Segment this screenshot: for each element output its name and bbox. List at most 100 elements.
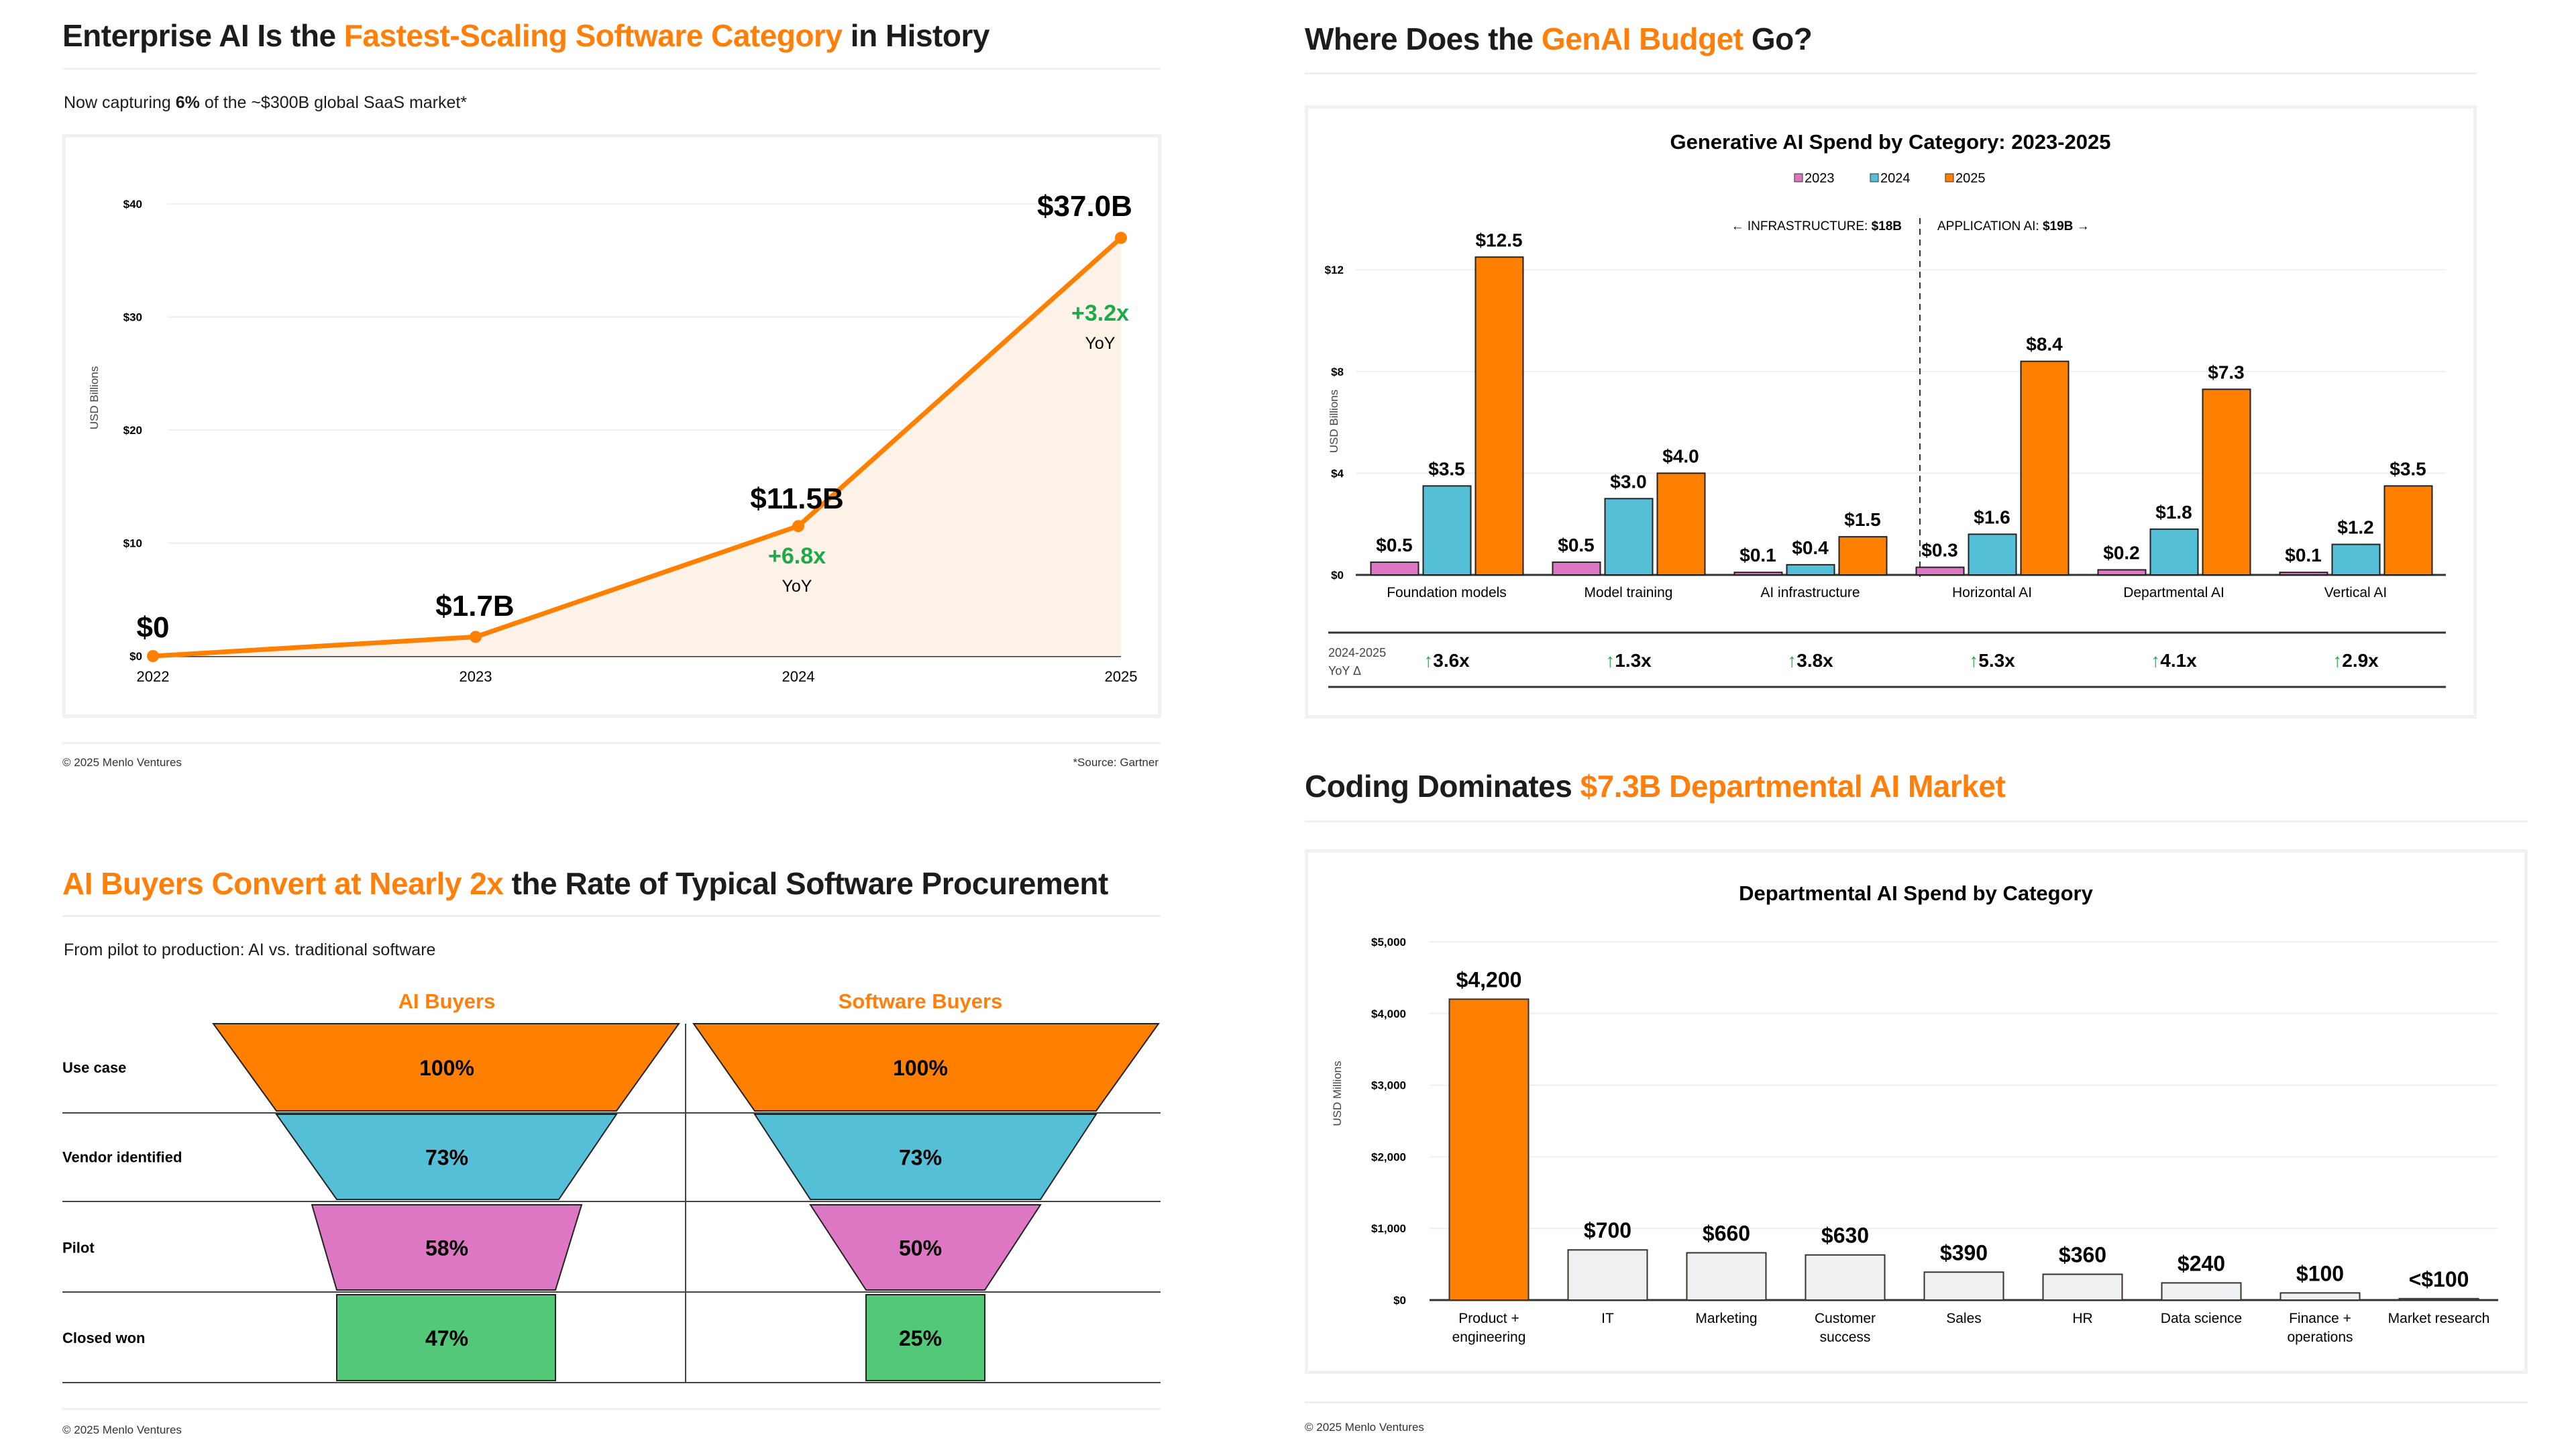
funnel-stage-label: Use case: [62, 1059, 126, 1076]
y-axis-label: USD Billions: [1328, 390, 1340, 453]
legend-swatch: [1870, 173, 1879, 182]
bar-value-label: $3.5: [2390, 458, 2426, 479]
up-arrow-icon: ↑: [2332, 650, 2342, 671]
bar: [1805, 1254, 1886, 1301]
yoy-row-label: 2024-2025: [1328, 646, 1386, 659]
funnel-value: 73%: [425, 1146, 468, 1170]
annotation-value: $19B: [2043, 219, 2073, 233]
data-label: $1.7B: [435, 590, 514, 623]
y-tick-label: $40: [123, 198, 142, 211]
yoy-value: ↑2.9x: [2332, 650, 2379, 671]
funnel-stage-ai-buyers: [212, 1023, 680, 1112]
category-label: HR: [2072, 1311, 2092, 1326]
category-label: Market research: [2388, 1311, 2490, 1326]
funnel-stage-label: Closed won: [62, 1330, 145, 1346]
y-tick-label: $5,000: [1371, 936, 1406, 949]
divider: [1305, 820, 2528, 822]
chart-title: Departmental AI Spend by Category: [1739, 881, 2093, 905]
bar-value-label: $12.5: [1475, 229, 1522, 250]
yoy-text: 3.8x: [1796, 650, 1833, 671]
bar-value-label: $0.1: [1739, 545, 1776, 566]
bar-2025: [1474, 256, 1524, 576]
yoy-text: 4.1x: [2160, 650, 2197, 671]
divider: [62, 1408, 1161, 1410]
bar-value-label: $0.3: [1921, 540, 1958, 561]
title-text: in History: [842, 18, 990, 53]
footer-copyright: © 2025 Menlo Ventures: [62, 1424, 182, 1436]
category-label: Product +: [1458, 1311, 1519, 1326]
yoy-value: ↑3.6x: [1424, 650, 1470, 671]
category-label: Marketing: [1695, 1311, 1757, 1326]
funnel-value: 100%: [893, 1056, 948, 1080]
bar-value-label: $8.4: [2026, 334, 2063, 355]
bar-value-label: $360: [2059, 1243, 2106, 1267]
coding-title: Coding Dominates $7.3B Departmental AI M…: [1305, 768, 2006, 804]
bar-value-label: $660: [1703, 1222, 1750, 1246]
divider: [1305, 72, 2477, 74]
category-label: Vertical AI: [2324, 585, 2387, 600]
subtitle-bold: 6%: [175, 93, 200, 112]
y-tick-label: $30: [123, 311, 142, 324]
bar: [1567, 1249, 1648, 1301]
category-label: success: [1820, 1330, 1871, 1345]
subtitle-text: Now capturing: [64, 93, 176, 112]
yoy-text: 1.3x: [1615, 650, 1652, 671]
y-tick-label: $2,000: [1371, 1150, 1406, 1163]
up-arrow-icon: ↑: [1424, 650, 1433, 671]
category-label: engineering: [1452, 1330, 1526, 1345]
chart-title: Generative AI Spend by Category: 2023-20…: [1670, 130, 2110, 154]
category-label: IT: [1601, 1311, 1614, 1326]
data-point: [470, 631, 482, 643]
funnel-stage-label: Pilot: [62, 1240, 95, 1256]
annotation-text: →: [2073, 219, 2089, 233]
funnel-stage-ai-buyers: [336, 1294, 556, 1381]
bar-value-label: $3.0: [1610, 471, 1647, 492]
y-axis-label: USD Billions: [88, 366, 101, 429]
series-line: [152, 235, 1123, 659]
legend-label: 2025: [1955, 171, 1986, 186]
bar-value-label: $0.2: [2103, 542, 2140, 563]
bar-value-label: $1.5: [1844, 509, 1881, 530]
category-label: Model training: [1585, 585, 1673, 600]
category-label: AI infrastructure: [1760, 585, 1860, 600]
data-label: $11.5B: [750, 482, 843, 515]
x-tick-label: 2022: [137, 668, 170, 685]
bar-value-label: $1.6: [1974, 506, 2010, 527]
y-tick-label: $0: [1331, 569, 1344, 582]
bar-value-label: $0.5: [1558, 535, 1595, 555]
bar-2023: [1915, 566, 1965, 576]
data-label: $37.0B: [1037, 190, 1132, 223]
growth-annotation-sub: YoY: [1085, 334, 1116, 353]
funnel-stage-software-buyers: [692, 1023, 1160, 1112]
annotation-value: $18B: [1872, 219, 1902, 233]
bar: [2279, 1292, 2361, 1301]
bar-value-label: $100: [2296, 1261, 2344, 1285]
category-label: Data science: [2161, 1311, 2242, 1326]
bar-value-label: $0.1: [2285, 545, 2322, 566]
funnel-value: 50%: [899, 1236, 942, 1260]
title-text: Where Does the: [1305, 21, 1542, 56]
bar-value-label: <$100: [2409, 1267, 2469, 1291]
bar-2024: [2331, 543, 2381, 576]
annotation-text: APPLICATION AI:: [1937, 219, 2043, 233]
data-label: $0: [137, 611, 170, 644]
data-point: [792, 520, 804, 533]
category-label: Sales: [1946, 1311, 1982, 1326]
bar-value-label: $390: [1940, 1240, 1988, 1265]
application-annotation: APPLICATION AI: $19B →: [1937, 219, 2090, 233]
bar-2023: [1552, 561, 1601, 576]
departmental-chart-box: [1305, 849, 2528, 1374]
bar-value-label: $700: [1584, 1218, 1631, 1242]
bar: [1448, 998, 1529, 1301]
funnel-subtitle: From pilot to production: AI vs. traditi…: [64, 941, 436, 959]
bar-2025: [2383, 485, 2433, 576]
title-text: Enterprise AI Is the: [62, 18, 344, 53]
title-text: Coding Dominates: [1305, 769, 1580, 804]
bar-2025: [2020, 360, 2070, 576]
title-highlight: GenAI Budget: [1541, 21, 1743, 56]
x-tick-label: 2025: [1105, 668, 1138, 685]
bar-2024: [1968, 533, 2017, 576]
funnel-stage-ai-buyers: [275, 1114, 618, 1200]
up-arrow-icon: ↑: [1787, 650, 1796, 671]
